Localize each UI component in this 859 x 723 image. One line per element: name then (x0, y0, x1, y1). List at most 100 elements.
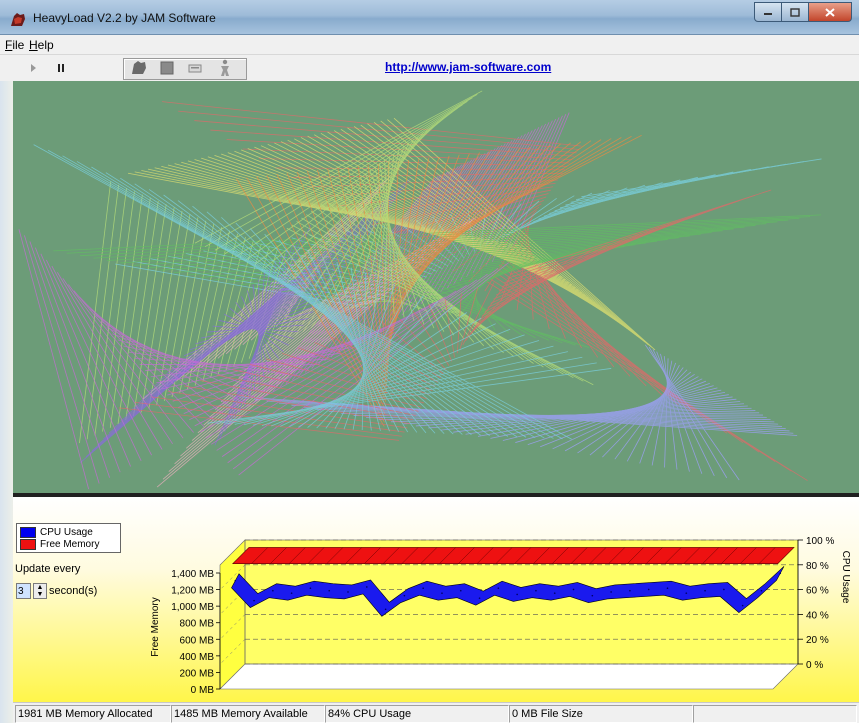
line-segment (252, 340, 540, 426)
right-tick-label: 80 % (806, 561, 829, 572)
pause-icon (58, 64, 64, 72)
cpu-data-point (591, 594, 594, 597)
left-tick-label: 1,000 MB (171, 602, 214, 613)
line-segment (350, 267, 372, 431)
line-segment (183, 298, 324, 357)
line-segment (86, 184, 120, 440)
line-segment (40, 253, 132, 467)
memory-ribbon-stripe (683, 547, 701, 564)
update-interval-input[interactable] (16, 583, 31, 599)
app-icon (11, 13, 25, 26)
line-segment (214, 235, 690, 281)
cpu-data-point (572, 588, 575, 591)
cpu-load-button[interactable] (128, 58, 150, 78)
line-family (194, 90, 594, 386)
cpu-data-point (647, 588, 650, 591)
right-tick-label: 40 % (806, 610, 829, 621)
minimize-button[interactable] (754, 2, 782, 22)
line-segment (644, 344, 740, 481)
maximize-icon (790, 7, 800, 17)
right-tick-label: 0 % (806, 660, 823, 671)
left-tick-label: 0 MB (191, 685, 215, 696)
cpu-stress-icon (132, 61, 146, 74)
line-segment (459, 272, 496, 331)
status-file-size: 0 MB File Size (509, 705, 693, 723)
maximize-button[interactable] (782, 2, 809, 22)
line-segment (293, 245, 409, 433)
legend-label-memory: Free Memory (40, 538, 100, 550)
line-segment (310, 210, 544, 368)
status-empty-panel (693, 705, 857, 723)
line-segment (178, 291, 328, 363)
line-segment (275, 167, 565, 171)
line-segment (428, 304, 453, 362)
line-segment (90, 308, 226, 416)
line-segment (79, 296, 205, 428)
cpu-data-point (441, 592, 443, 594)
series-cpu-usage-ribbon (231, 566, 785, 617)
right-tick-label: 60 % (806, 586, 829, 597)
line-segment (66, 216, 811, 254)
chart-floor (219, 663, 799, 690)
line-segment (73, 290, 194, 433)
right-tick-label: 20 % (806, 635, 829, 646)
panel-splitter[interactable] (13, 493, 859, 497)
title-bar[interactable]: HeavyLoad V2.2 by JAM Software (0, 0, 859, 35)
line-segment (51, 265, 152, 456)
play-icon (31, 64, 36, 72)
line-segment (280, 323, 496, 427)
update-interval-spinner[interactable]: ▲ ▼ (33, 583, 47, 599)
legend-swatch-memory (20, 538, 36, 550)
gpu-load-button[interactable] (214, 58, 236, 78)
line-segment (271, 328, 511, 427)
line-segment (234, 104, 463, 258)
chart-legend: CPU Usage Free Memory (16, 523, 121, 553)
line-segment (254, 240, 658, 288)
close-icon (825, 7, 835, 17)
line-segment (232, 369, 419, 412)
line-segment (120, 177, 518, 438)
line-segment (393, 117, 656, 351)
line-segment (314, 134, 616, 320)
cpu-data-point (704, 589, 706, 592)
memory-ribbon-stripe (232, 547, 250, 564)
menu-help[interactable]: Help (29, 38, 54, 52)
toolbar: http://www.jam-software.com (0, 55, 859, 81)
cpu-data-point (779, 572, 782, 575)
line-segment (195, 311, 314, 345)
start-button[interactable] (23, 58, 45, 78)
memory-ribbon-stripe (702, 547, 720, 564)
cpu-data-point (610, 591, 612, 593)
menu-file[interactable]: File (5, 38, 25, 52)
cpu-data-point (403, 594, 406, 597)
line-segment (249, 363, 422, 408)
cpu-data-point (272, 589, 274, 592)
update-interval-label: Update every (15, 563, 81, 575)
disk-load-button[interactable] (184, 58, 206, 78)
left-tick-label: 400 MB (180, 652, 215, 663)
pause-button[interactable] (50, 58, 72, 78)
line-segment (306, 170, 387, 398)
line-segment (167, 335, 373, 396)
line-segment (486, 281, 808, 481)
memory-ribbon-stripe (270, 547, 287, 564)
line-segment (278, 239, 418, 433)
memory-load-button[interactable] (156, 58, 178, 78)
website-link[interactable]: http://www.jam-software.com (385, 60, 552, 74)
memory-ribbon-stripe (307, 547, 325, 564)
line-segment (62, 155, 554, 439)
line-segment (440, 130, 533, 293)
line-segment (118, 407, 400, 441)
memory-ribbon-stripe (570, 547, 588, 564)
line-segment (285, 316, 293, 318)
line-segment (387, 119, 652, 348)
memory-ribbon-stripe (552, 547, 569, 564)
line-segment (509, 189, 772, 275)
line-segment (46, 259, 142, 461)
line-segment (33, 144, 572, 440)
line-segment (47, 149, 563, 440)
line-segment (395, 314, 447, 371)
close-button[interactable] (809, 2, 852, 22)
line-segment (194, 120, 577, 154)
